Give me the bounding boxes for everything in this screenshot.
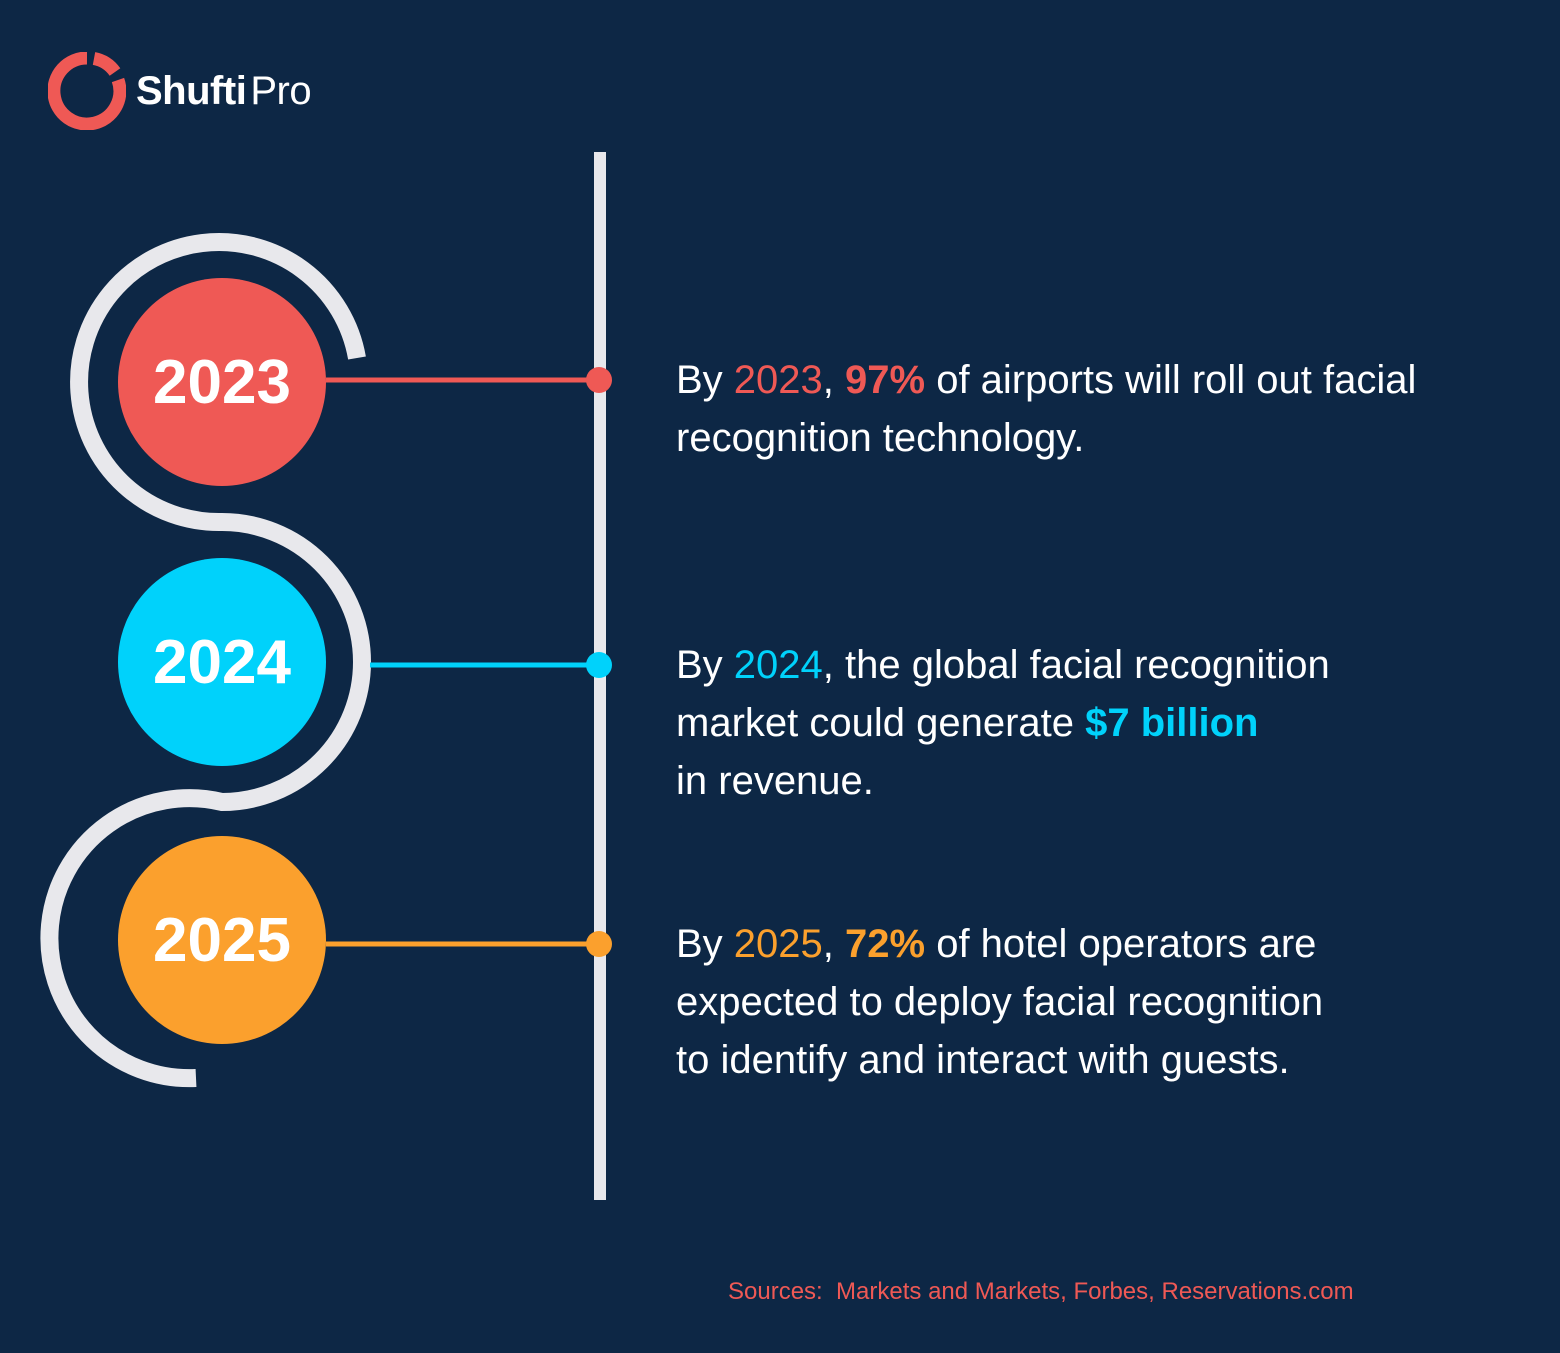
- year-highlight: 2023: [733, 358, 823, 402]
- milestone-line: By 2024, the global facial recognition: [676, 636, 1526, 694]
- sources-text: Sources: Markets and Markets, Forbes, Re…: [728, 1278, 1354, 1305]
- text-rest: of airports will roll out facial: [925, 358, 1417, 402]
- milestone-text-2025: By 2025, 72% of hotel operators are expe…: [676, 915, 1526, 1089]
- year-label-2024: 2024: [153, 628, 291, 697]
- brand-name-strong: Shufti: [136, 69, 247, 113]
- serpentine-track: [40, 233, 371, 1088]
- text-prefix: By: [676, 643, 734, 687]
- milestone-line: to identify and interact with guests.: [676, 1038, 1290, 1082]
- text-rest: , the global facial recognition: [822, 643, 1330, 687]
- text-prefix: By: [676, 922, 734, 966]
- brand-name: Shufti Pro: [136, 69, 312, 113]
- timeline-dot-2025: [586, 931, 612, 957]
- milestone-line: By 2025, 72% of hotel operators are: [676, 915, 1526, 973]
- year-label-2025: 2025: [153, 906, 291, 975]
- timeline-dot-2023: [586, 367, 612, 393]
- text-prefix: market could generate: [676, 701, 1086, 745]
- year-circle-2024: [118, 558, 326, 766]
- milestone-line: By 2023, 97% of airports will roll out f…: [676, 351, 1526, 409]
- milestone-text-2024: By 2024, the global facial recognition m…: [676, 636, 1526, 810]
- milestone-line: market could generate $7 billion: [676, 694, 1526, 752]
- timeline-dot-2024: [586, 652, 612, 678]
- stat-highlight: $7 billion: [1085, 701, 1259, 745]
- brand-logo: Shufti Pro: [48, 52, 312, 130]
- year-circle-2025: [118, 836, 326, 1044]
- milestone-line: recognition technology.: [676, 416, 1085, 460]
- year-label-2023: 2023: [153, 348, 291, 417]
- text-separator: ,: [822, 922, 846, 966]
- milestone-line: expected to deploy facial recognition: [676, 980, 1324, 1024]
- ring-logo-icon: [48, 52, 126, 130]
- year-highlight: 2024: [733, 643, 823, 687]
- text-rest: of hotel operators are: [925, 922, 1317, 966]
- brand-name-light: Pro: [250, 69, 312, 113]
- milestone-text-2023: By 2023, 97% of airports will roll out f…: [676, 351, 1526, 467]
- year-highlight: 2025: [733, 922, 823, 966]
- milestone-line: in revenue.: [676, 759, 874, 803]
- text-separator: ,: [822, 358, 846, 402]
- year-circle-2023: [118, 278, 326, 486]
- stat-highlight: 72%: [845, 922, 926, 966]
- text-prefix: By: [676, 358, 734, 402]
- stat-highlight: 97%: [845, 358, 926, 402]
